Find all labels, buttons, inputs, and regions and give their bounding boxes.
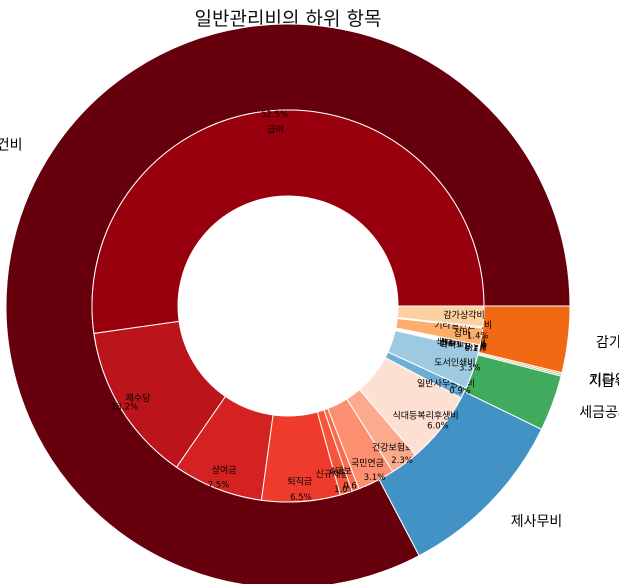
inner-label: 건강보험료	[372, 442, 413, 453]
inner-ring-slice-20	[396, 305, 485, 328]
inner-label: 상여금	[212, 464, 237, 476]
inner-label: 국민연금	[351, 458, 384, 469]
inner-label: 급여	[267, 124, 284, 136]
inner-pct-label: 3.3%	[459, 363, 481, 373]
outer-label: 인건비	[0, 138, 23, 154]
inner-pct-label: 6.5%	[290, 493, 312, 503]
inner-pct-label: 0.6%	[343, 482, 365, 492]
inner-label: 기타일반관리비	[434, 320, 492, 331]
inner-label: 감가상각비	[443, 309, 484, 321]
inner-label: 퇴직금	[287, 476, 312, 487]
inner-pct-label: 0.0%	[465, 340, 487, 350]
inner-pct-label: 0.1%	[464, 344, 486, 354]
inner-label: 잡비	[454, 327, 471, 339]
inner-label: 일반사무용품비	[417, 379, 475, 390]
inner-pct-label: 0.1%	[465, 343, 487, 353]
outer-label: 세금공과금	[579, 405, 619, 421]
inner-pct-label: 0.9%	[449, 387, 471, 397]
inner-label: 신규채용비용	[316, 469, 366, 480]
inner-pct-label: 13.2%	[111, 402, 138, 412]
inner-label: 식대등복리후생비	[392, 411, 458, 422]
inner-label: 통신비	[448, 337, 473, 348]
inner-pct-label: 0.0%	[465, 340, 487, 350]
inner-pct-label: 0.0%	[465, 340, 487, 350]
outer-label: 지급수수료	[589, 374, 619, 390]
outer-label: 감가상각비	[596, 335, 619, 351]
outer-label: 기타일반관리비	[589, 372, 619, 388]
inner-pct-label: 7.5%	[208, 481, 230, 491]
inner-pct-label: 2.3%	[391, 456, 413, 466]
inner-label: 도서인쇄비	[434, 357, 475, 368]
inner-pct-label: 3.1%	[364, 473, 386, 483]
inner-pct-label: 1.0%	[334, 485, 356, 495]
chart-title: 일반관리비의 하위 항목	[194, 8, 382, 30]
inner-label: 4대보험료	[329, 466, 368, 477]
outer-label: 제사무비	[511, 514, 563, 530]
inner-pct-label: 6.0%	[427, 422, 449, 432]
inner-pct-label: 0.1%	[465, 340, 487, 350]
inner-pct-label: 0.1%	[465, 341, 487, 351]
inner-pct-label: 1.4%	[467, 331, 489, 341]
inner-pct-label: 52.5%	[261, 110, 288, 120]
inner-label: 업무추진비	[439, 338, 480, 349]
inner-ring-slice-0	[91, 109, 485, 335]
inner-label: 제수당	[126, 393, 151, 404]
